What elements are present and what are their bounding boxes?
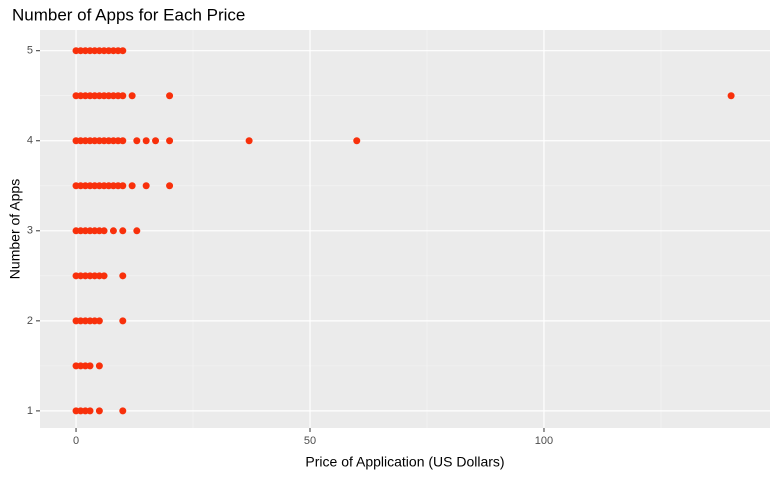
x-tick-label: 50 [304, 435, 316, 447]
point [119, 92, 127, 100]
y-tick-label: 1 [27, 405, 33, 417]
point [119, 227, 127, 235]
point [133, 137, 141, 145]
point [128, 182, 136, 190]
y-tick-label: 5 [27, 45, 33, 57]
point [166, 137, 174, 145]
x-axis-label: Price of Application (US Dollars) [305, 454, 504, 470]
point [128, 92, 136, 100]
point [95, 362, 103, 370]
point [100, 227, 108, 235]
point [133, 227, 141, 235]
point [86, 362, 94, 370]
point [119, 317, 127, 325]
y-tick-label: 2 [27, 315, 33, 327]
point [100, 272, 108, 280]
chart-title: Number of Apps for Each Price [12, 5, 245, 24]
point [109, 227, 117, 235]
x-tick-label: 0 [73, 435, 79, 447]
point [119, 407, 127, 415]
point [353, 137, 361, 145]
point [245, 137, 253, 145]
point [95, 407, 103, 415]
point [166, 182, 174, 190]
point [166, 92, 174, 100]
point [119, 182, 127, 190]
point [119, 272, 127, 280]
plot-panel [40, 30, 770, 428]
point [152, 137, 160, 145]
point [95, 317, 103, 325]
point [142, 182, 150, 190]
point [727, 92, 735, 100]
point [119, 137, 127, 145]
y-tick-label: 3 [27, 225, 33, 237]
point [119, 47, 127, 55]
x-tick-label: 100 [535, 435, 553, 447]
point [86, 407, 94, 415]
y-axis-label: Number of Apps [7, 179, 23, 279]
point [142, 137, 150, 145]
y-tick-label: 4 [27, 135, 33, 147]
